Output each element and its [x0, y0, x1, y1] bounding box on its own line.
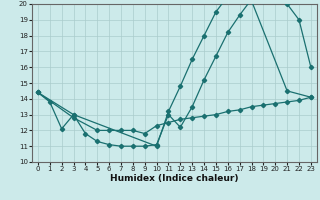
X-axis label: Humidex (Indice chaleur): Humidex (Indice chaleur)	[110, 174, 239, 183]
